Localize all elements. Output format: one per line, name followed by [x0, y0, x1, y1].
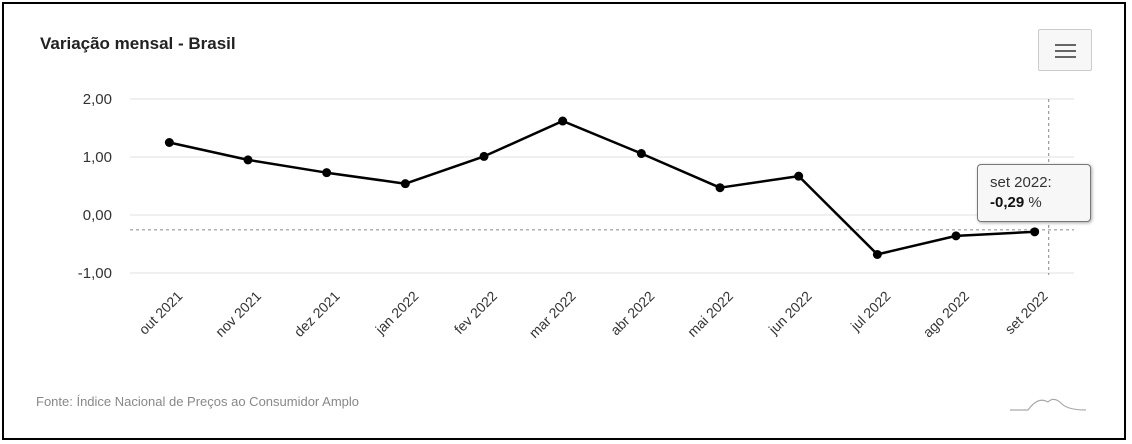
source-note: Fonte: Índice Nacional de Preços ao Cons…: [36, 394, 360, 409]
data-point[interactable]: [400, 179, 410, 189]
data-point[interactable]: [636, 149, 646, 159]
x-axis-ticks: out 2021 nov 2021 dez 2021 jan 2022 fev 2022…: [136, 288, 1051, 341]
x-tick-label: mar 2022: [526, 288, 579, 341]
data-points: [164, 116, 1040, 259]
hamburger-menu-icon: [1055, 44, 1076, 46]
x-tick-label: nov 2021: [212, 288, 264, 340]
x-tick-label: set 2022: [1001, 288, 1050, 337]
x-tick-label: out 2021: [136, 288, 186, 338]
tooltip-value: -0,29: [990, 194, 1025, 211]
chart-container: Variação mensal - Brasil: [2, 2, 1126, 440]
data-point[interactable]: [243, 155, 253, 165]
chart-logo-icon: [1010, 398, 1087, 411]
x-tick-label: jul 2022: [847, 288, 894, 335]
y-axis-ticks: 2,00 1,00 0,00 -1,00: [78, 91, 112, 282]
gridlines: [130, 98, 1074, 274]
chart-title: Variação mensal - Brasil: [40, 34, 236, 53]
data-point[interactable]: [322, 168, 332, 178]
x-tick-label: fev 2022: [451, 288, 500, 337]
x-tick-label: abr 2022: [607, 288, 658, 339]
crosshair: [130, 99, 1074, 275]
y-tick-label: -1,00: [78, 265, 112, 282]
data-point[interactable]: [479, 151, 489, 161]
data-point[interactable]: [794, 171, 804, 181]
x-tick-label: jan 2022: [371, 288, 421, 338]
data-point[interactable]: [1030, 227, 1040, 237]
chart-menu-button[interactable]: [1038, 29, 1092, 71]
data-point[interactable]: [872, 249, 882, 259]
x-tick-label: ago 2022: [920, 288, 973, 341]
tooltip-category: set 2022:: [990, 174, 1052, 191]
y-tick-label: 2,00: [83, 91, 112, 108]
y-tick-label: 1,00: [83, 149, 112, 166]
data-point[interactable]: [558, 116, 568, 126]
series-line: [169, 119, 1035, 256]
tooltip: set 2022: -0,29 %: [977, 164, 1091, 222]
tooltip-value-line: -0,29 %: [990, 193, 1090, 213]
y-tick-label: 0,00: [83, 207, 112, 224]
data-point[interactable]: [715, 183, 725, 193]
data-point[interactable]: [951, 231, 961, 241]
tooltip-unit: %: [1028, 194, 1042, 211]
x-tick-label: dez 2021: [291, 288, 343, 340]
x-tick-label: mai 2022: [684, 288, 736, 340]
x-tick-label: jun 2022: [765, 288, 815, 338]
data-point[interactable]: [164, 138, 174, 147]
